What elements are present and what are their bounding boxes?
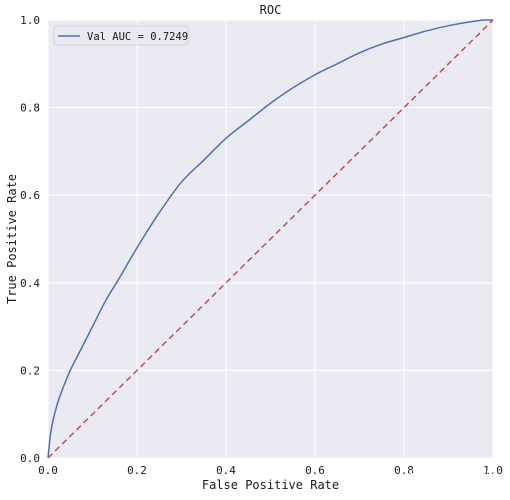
tick-layer: 0.0 0.2 0.4 0.6 0.8 1.0 0.0 0.2 0.4 0.6 0.8 1.0 — [20, 14, 503, 477]
grid-layer — [47, 19, 494, 459]
x-axis-title: False Positive Rate — [202, 478, 339, 492]
y-axis-title: True Positive Rate — [5, 174, 19, 304]
x-tick-label: 0.0 — [38, 464, 58, 477]
y-tick-label: 0.0 — [20, 452, 40, 465]
watermark: @稀土掘金技术社区 — [398, 468, 497, 482]
chart-title: ROC — [260, 3, 282, 17]
x-tick-label: 0.4 — [216, 464, 236, 477]
x-tick-label: 0.2 — [127, 464, 147, 477]
y-tick-label: 0.8 — [20, 102, 40, 115]
legend-box — [53, 25, 189, 46]
y-tick-label: 0.4 — [20, 277, 40, 290]
y-tick-label: 0.2 — [20, 364, 40, 377]
y-tick-label: 1.0 — [20, 14, 40, 27]
legend: Val AUC = 0.7249 — [53, 25, 189, 46]
legend-label: Val AUC = 0.7249 — [87, 31, 188, 43]
roc-curve-line — [47, 19, 494, 459]
y-tick-label: 0.6 — [20, 189, 40, 202]
x-tick-label: 1.0 — [483, 464, 503, 477]
x-tick-label: 0.6 — [305, 464, 325, 477]
x-tick-label: 0.8 — [394, 464, 414, 477]
series-layer — [47, 19, 494, 459]
chance-diagonal-line — [47, 19, 494, 459]
